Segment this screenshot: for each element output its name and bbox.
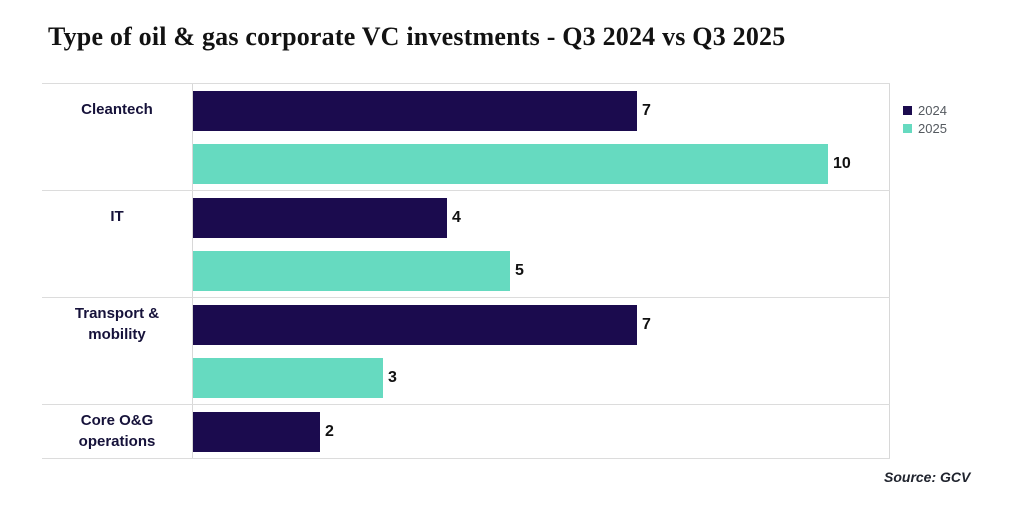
category-bars: 2: [192, 405, 890, 458]
bar-value-label: 2: [325, 422, 334, 440]
category-label: Cleantech: [81, 101, 153, 119]
bar-2025-it: [193, 250, 510, 291]
bar-2024-it: [193, 197, 447, 238]
bar-slot: 3: [193, 351, 889, 404]
bar-value-label: 4: [452, 208, 461, 226]
bar-slot: 2: [193, 405, 889, 458]
category-row: Transport & mobility 7 3: [42, 297, 890, 404]
category-label: Transport & mobility: [74, 305, 160, 343]
source-attribution: Source: GCV: [884, 469, 971, 485]
bar-slot: 5: [193, 244, 889, 297]
bar-slot: 10: [193, 137, 889, 190]
legend-label-2024: 2024: [918, 103, 947, 118]
legend-item-2025: 2025: [903, 121, 947, 136]
category-row: Cleantech 7 10: [42, 83, 890, 190]
bar-value-label: 10: [833, 154, 851, 172]
bar-value-label: 5: [515, 261, 524, 279]
bar-2024-cleantech: [193, 90, 637, 131]
legend-swatch-2024: [903, 106, 912, 115]
category-label: IT: [110, 208, 124, 226]
category-label: Core O&G operations: [78, 412, 156, 450]
category-row: IT 4 5: [42, 190, 890, 297]
legend-swatch-2025: [903, 124, 912, 133]
bar-2025-cleantech: [193, 143, 828, 184]
bar-slot: 4: [193, 191, 889, 244]
bar-2024-core-o-g-operations: [193, 411, 320, 452]
bar-2024-transport-mobility: [193, 304, 637, 345]
bar-value-label: 7: [642, 315, 651, 333]
category-row: Core O&G operations 2: [42, 404, 890, 459]
plot-area: Cleantech 7 10 IT 4 5 Transport & mobility 7 3 Co…: [42, 83, 890, 459]
bar-value-label: 3: [388, 368, 397, 386]
legend: 2024 2025: [903, 103, 947, 136]
bar-slot: 7: [193, 298, 889, 351]
legend-label-2025: 2025: [918, 121, 947, 136]
chart-title: Type of oil & gas corporate VC investmen…: [48, 22, 786, 51]
bar-value-label: 7: [642, 101, 651, 119]
bar-2025-transport-mobility: [193, 357, 383, 398]
legend-item-2024: 2024: [903, 103, 947, 118]
bar-slot: 7: [193, 84, 889, 137]
category-bars: 7 10: [192, 84, 890, 190]
